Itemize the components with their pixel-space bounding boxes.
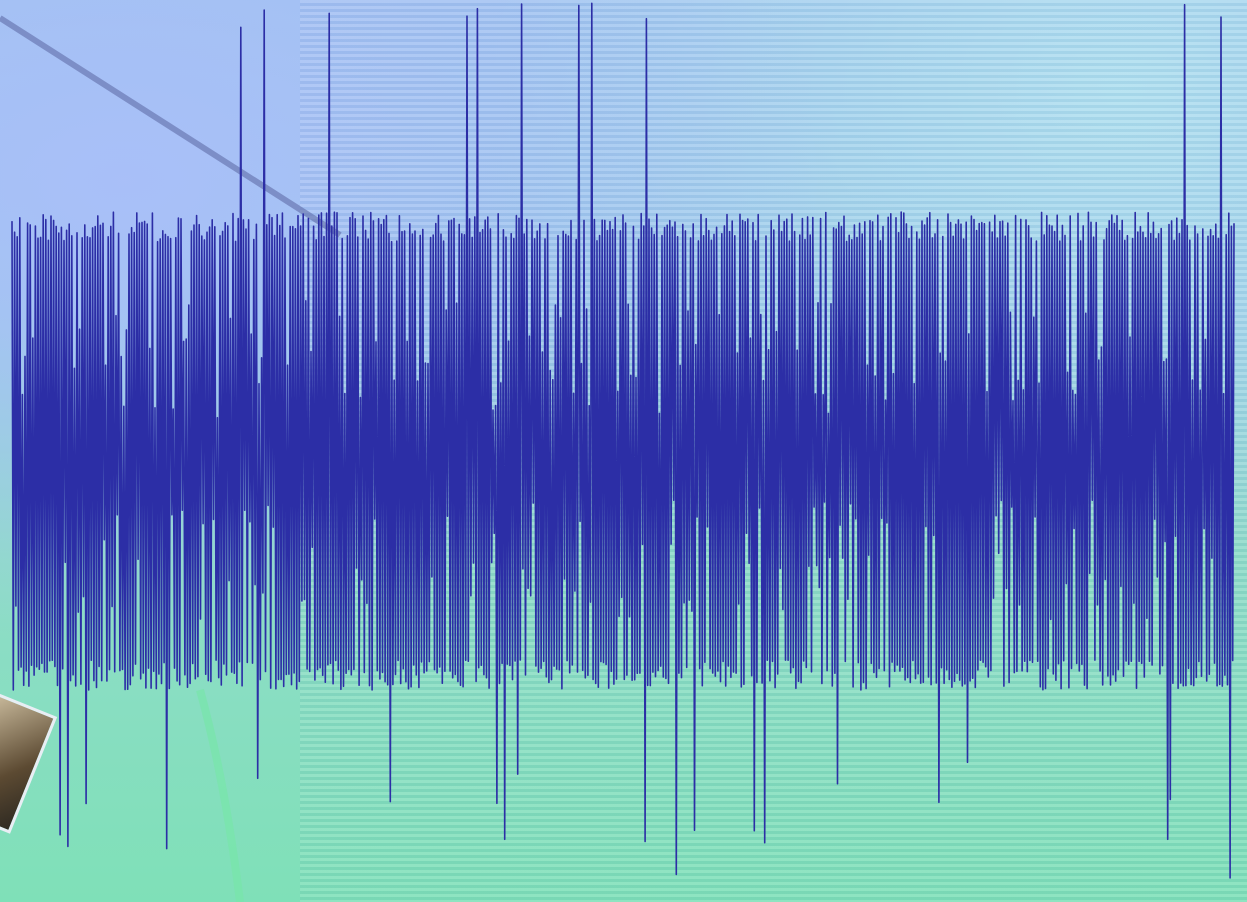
waveform <box>11 2 1235 879</box>
wallpaper-curve <box>196 688 244 902</box>
wallpaper-streak <box>0 15 342 238</box>
